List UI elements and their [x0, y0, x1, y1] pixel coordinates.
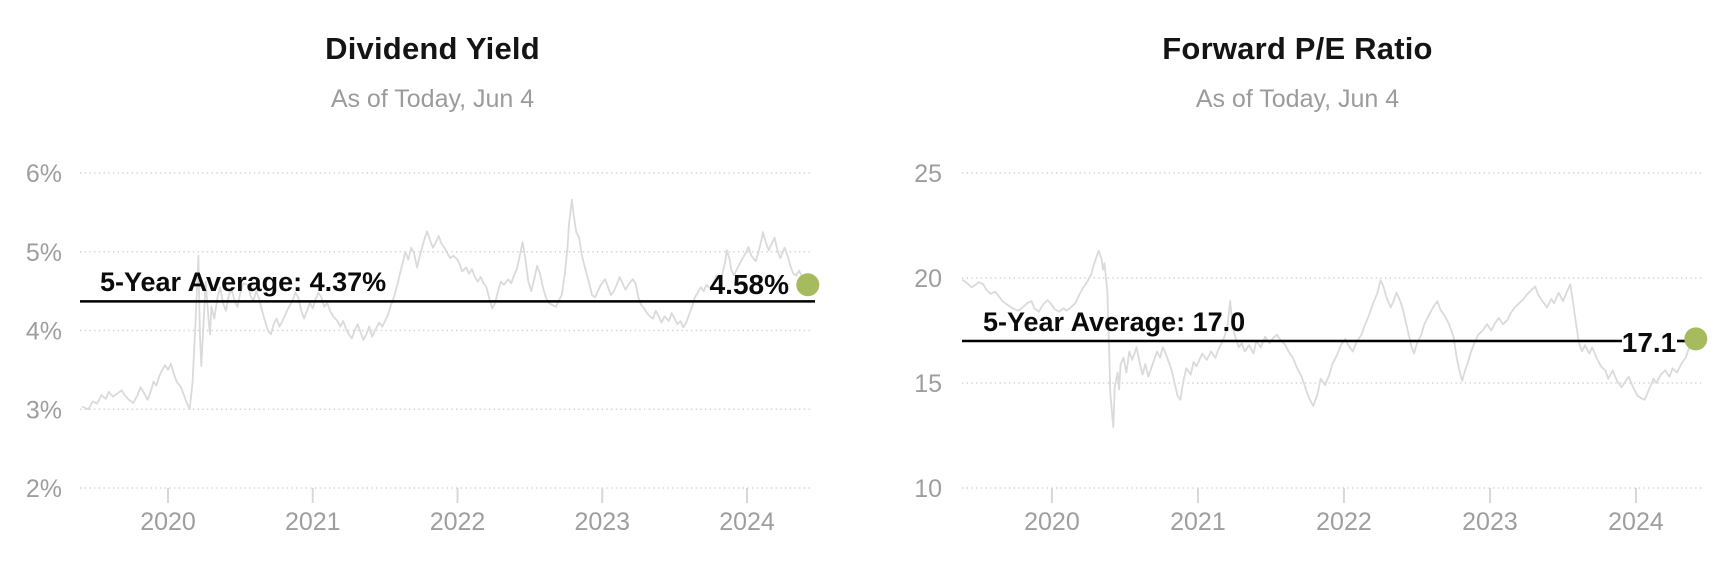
y-axis-tick-label: 25: [914, 160, 942, 188]
current-value-label: 4.58%: [710, 269, 789, 300]
y-axis-tick-label: 15: [914, 370, 942, 398]
x-axis-tick-label: 2023: [574, 508, 630, 536]
page-title: Forward P/E Ratio: [1162, 31, 1433, 66]
x-axis-tick-label: 2022: [430, 508, 486, 536]
chart-dividend-yield: Dividend Yield As of Today, Jun 4 2% 3% 4%…: [26, 31, 820, 536]
y-axis-tick-label: 3%: [26, 396, 62, 424]
x-axis-tick-label: 2021: [1170, 508, 1226, 536]
current-value-marker: [796, 273, 820, 297]
x-axis-tick-label: 2020: [140, 508, 196, 536]
x-axis-tick-label: 2020: [1024, 508, 1080, 536]
average-value-label: 5-Year Average: 17.0: [983, 307, 1245, 337]
x-axis-tick-label: 2022: [1316, 508, 1372, 536]
y-axis-tick-label: 6%: [26, 160, 62, 188]
current-value-label: 17.1: [1622, 327, 1677, 358]
chart-subtitle: As of Today, Jun 4: [1195, 85, 1400, 113]
average-value-label: 5-Year Average: 4.37%: [100, 267, 386, 297]
y-axis-tick-label: 5%: [26, 239, 62, 267]
page-title: Dividend Yield: [325, 31, 540, 66]
y-axis-tick-label: 2%: [26, 475, 62, 503]
x-axis-tick-label: 2021: [285, 508, 341, 536]
dividend-yield-plot: 2% 3% 4% 5% 6% 2020 2021 2022 2023 2024 5-Year Ave…: [26, 160, 820, 536]
y-axis-tick-label: 10: [914, 475, 942, 503]
y-axis-tick-label: 4%: [26, 318, 62, 346]
x-axis-tick-label: 2023: [1462, 508, 1518, 536]
series-line: [962, 249, 1697, 428]
y-axis-tick-label: 20: [914, 265, 942, 293]
forward-pe-plot: 10 15 20 25 2020 2021 2022 2023 2024 5-Year Avera…: [914, 160, 1708, 536]
current-value-marker: [1684, 327, 1708, 351]
chart-subtitle: As of Today, Jun 4: [330, 85, 535, 113]
chart-forward-pe-ratio: Forward P/E Ratio As of Today, Jun 4 10 1…: [865, 0, 1730, 574]
x-axis-tick-label: 2024: [1608, 508, 1664, 536]
x-axis-tick-label: 2024: [719, 508, 775, 536]
series-line: [81, 198, 809, 411]
